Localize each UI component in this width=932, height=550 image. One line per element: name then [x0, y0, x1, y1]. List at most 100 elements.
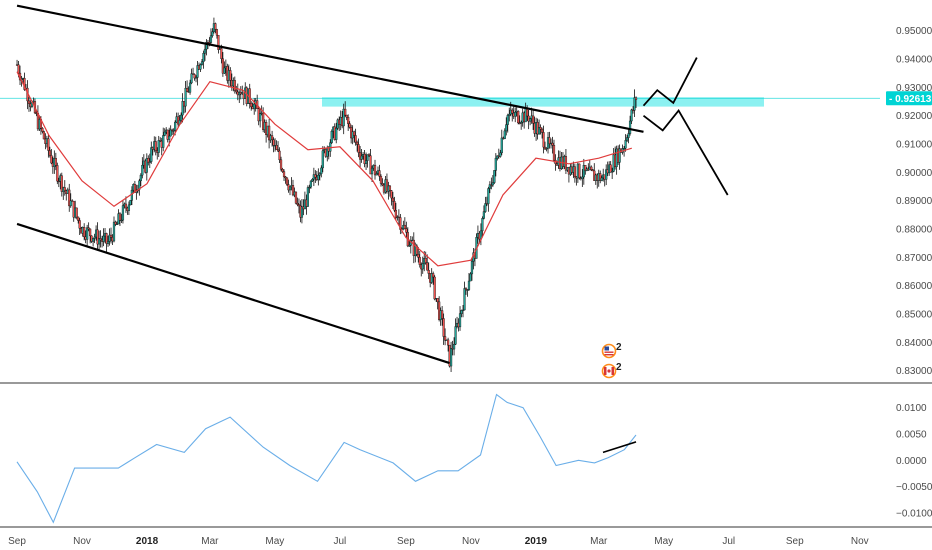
flag-icon: [601, 343, 617, 359]
candle-body: [281, 169, 284, 172]
candle-body: [441, 310, 444, 319]
candle-body: [96, 229, 99, 245]
candle-body: [345, 114, 348, 118]
candle-body: [360, 155, 363, 160]
time-tick-label: Sep: [8, 536, 26, 547]
candle-body: [600, 177, 603, 181]
price-axis: 0.95000 0.94000 0.93000 0.92000 0.91000 0.900…: [886, 26, 932, 377]
candle-body: [223, 67, 226, 74]
candle-body: [330, 131, 333, 143]
oscillator-pane[interactable]: [16, 393, 637, 524]
candle-body: [180, 114, 183, 121]
candle-body: [99, 238, 102, 241]
candle-body: [444, 336, 447, 341]
candle-body: [215, 29, 219, 36]
flag-band: [604, 367, 607, 375]
candle-body: [308, 186, 311, 189]
candle-body: [511, 109, 514, 114]
candle-body: [609, 164, 612, 173]
event-badge-ca[interactable]: 2: [601, 362, 623, 379]
candle-body: [75, 207, 78, 218]
candle-body: [69, 200, 72, 207]
candle-body: [42, 131, 45, 140]
time-tick-label: May: [265, 536, 284, 547]
candle-body: [288, 186, 292, 191]
flag-stripe: [604, 354, 614, 356]
oscillator-axis: 0.0100 0.0050 0.0000 −0.0050 −0.0100: [896, 403, 932, 519]
candle-body: [611, 171, 614, 173]
candle-body: [278, 150, 281, 161]
channel-upper-line: [16, 4, 644, 133]
candle-body: [500, 137, 503, 154]
candle-body: [291, 185, 295, 196]
candle-body: [329, 142, 332, 152]
candle-body: [27, 100, 31, 104]
current-price-label: - 0.92613: [889, 94, 932, 105]
candle-body: [446, 339, 450, 346]
time-tick-label: Nov: [73, 536, 91, 547]
candle-body: [294, 191, 298, 204]
price-tick-label: 0.91000: [896, 140, 932, 151]
candle-body: [202, 53, 205, 62]
moving-average-line: [16, 71, 632, 267]
candle-body: [505, 124, 508, 132]
candle-body: [105, 233, 108, 244]
event-count: 2: [616, 342, 622, 353]
candle-body: [573, 166, 576, 177]
candle-body: [508, 113, 511, 116]
time-tick-label: May: [654, 536, 673, 547]
candle-body: [467, 280, 471, 290]
candle-body: [112, 221, 116, 242]
candle-body: [542, 132, 545, 148]
candle-body: [321, 150, 324, 169]
candle-body: [318, 173, 321, 176]
candle-body: [426, 262, 429, 271]
candle-body: [517, 110, 520, 124]
time-axis: Sep Nov 2018 Mar May Jul Sep Nov 2019 Mar May Jul Se…: [8, 536, 869, 547]
candle-body: [390, 190, 393, 199]
candle-body: [393, 201, 396, 211]
candle-body: [194, 77, 198, 79]
candle-body: [181, 101, 184, 116]
candle-body: [50, 155, 53, 164]
time-tick-label: Sep: [786, 536, 804, 547]
candle-body: [399, 217, 402, 230]
candle-body: [591, 169, 594, 172]
price-pane[interactable]: 22: [0, 4, 880, 379]
oscillator-tick-label: 0.0050: [896, 429, 927, 440]
candle-body: [357, 144, 360, 153]
oscillator-tick-label: −0.0100: [896, 508, 932, 519]
candle-body: [454, 326, 457, 345]
candle-body: [552, 145, 556, 161]
candle-body: [169, 129, 172, 137]
time-tick-label: Nov: [851, 536, 869, 547]
candle-body: [529, 118, 532, 122]
oscillator-tick-label: −0.0050: [896, 482, 932, 493]
candle-body: [408, 245, 411, 247]
candle-body: [235, 90, 238, 93]
candle-body: [150, 147, 153, 162]
candle-body: [427, 270, 430, 274]
event-badge-us[interactable]: 2: [601, 342, 623, 359]
candle-body: [306, 187, 309, 207]
candle-body: [545, 148, 548, 150]
candle-body: [418, 257, 421, 265]
candle-body: [124, 203, 128, 209]
candle-body: [229, 70, 232, 81]
candle-body: [253, 103, 256, 110]
candle-body: [464, 288, 468, 290]
candle-body: [388, 185, 392, 191]
candle-body: [503, 130, 506, 139]
candle-body: [458, 313, 462, 328]
candle-body: [68, 189, 71, 207]
candle-body: [452, 343, 456, 350]
candle-body: [159, 140, 162, 142]
candle-body: [285, 177, 289, 185]
candle-body: [270, 135, 274, 140]
time-tick-label: 2018: [136, 536, 159, 547]
candle-body: [199, 64, 202, 70]
candle-body: [633, 97, 636, 111]
candle-body: [54, 158, 57, 166]
candle-body: [220, 48, 223, 59]
